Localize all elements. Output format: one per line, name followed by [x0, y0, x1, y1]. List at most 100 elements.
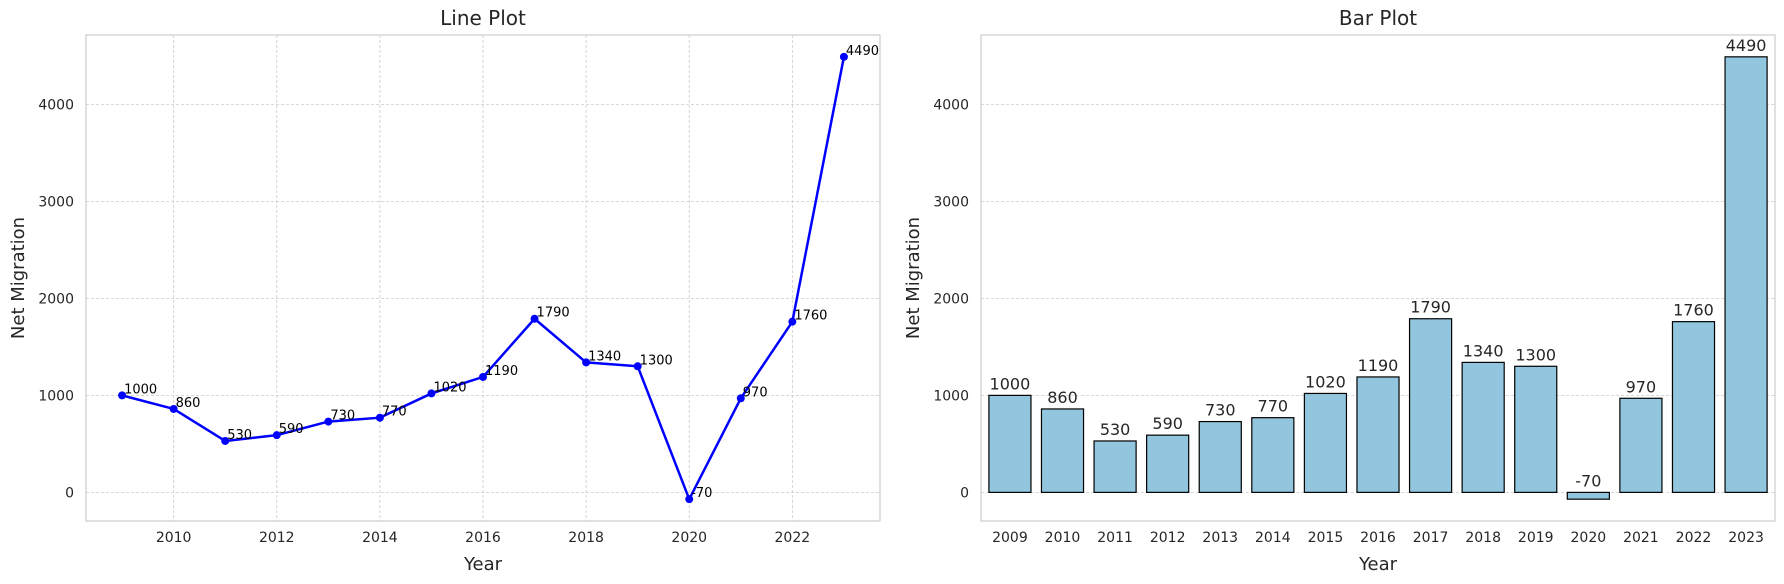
- bar-plot-x-axis-label: Year: [1358, 554, 1398, 575]
- bar-plot-frame: [980, 34, 1776, 522]
- bar-plot-x-tick-label: 2018: [1465, 530, 1501, 546]
- line-plot-point-label: 590: [279, 422, 304, 437]
- bar-plot-y-tick-label: 2000: [933, 291, 969, 307]
- line-plot-point: [582, 358, 591, 367]
- line-plot-title: Line Plot: [440, 6, 526, 30]
- bar-plot-y-tick-label: 4000: [933, 97, 969, 113]
- line-plot-x-tick-label: 2014: [362, 530, 398, 546]
- bar-plot-x-tick-label: 2012: [1150, 530, 1186, 546]
- bar-plot-panel: Bar Plot Year Net Migration 0 1000 2000 300…: [903, 6, 1776, 575]
- bar-plot-x-tick-label: 2009: [992, 530, 1028, 546]
- line-plot-y-tick-label: 0: [65, 485, 74, 501]
- bar-plot-x-tick-label: 2023: [1728, 530, 1764, 546]
- line-plot-point-label: 1300: [640, 353, 673, 368]
- bar: [1514, 365, 1558, 493]
- bar-value-label: 1300: [1515, 345, 1556, 364]
- bar: [1198, 420, 1242, 493]
- line-plot-y-tick-label: 1000: [38, 388, 74, 404]
- line-plot-point-label: 1790: [537, 306, 570, 321]
- bar-value-label: 4490: [1726, 36, 1767, 55]
- line-plot-point: [118, 391, 127, 400]
- bar: [1566, 491, 1610, 500]
- line-plot-y-tick-label: 3000: [38, 194, 74, 210]
- line-plot-point: [633, 362, 642, 371]
- bar-value-label: 1340: [1463, 341, 1504, 360]
- bar-plot-x-tick-label: 2022: [1676, 530, 1712, 546]
- line-plot-point-label: 770: [382, 405, 407, 420]
- line-plot-point-label: 1190: [485, 364, 518, 379]
- line-plot-point: [736, 394, 745, 403]
- line-plot-point-label: 1340: [588, 349, 621, 364]
- line-plot-point: [788, 317, 797, 326]
- bar-value-label: 770: [1258, 397, 1289, 416]
- line-plot-point-label: 1000: [124, 382, 157, 397]
- line-plot-x-tick-label: 2022: [775, 530, 811, 546]
- bar-plot-x-tick-label: 2011: [1097, 530, 1133, 546]
- line-plot-y-tick-label: 2000: [38, 291, 74, 307]
- line-plot-point-label: 530: [227, 428, 252, 443]
- line-plot-panel: Line Plot Year Net Migration 0 1000 2000 30…: [8, 6, 881, 575]
- line-plot-point: [685, 495, 694, 504]
- bar-value-label: 1020: [1305, 372, 1346, 391]
- line-plot-point-label: 730: [330, 409, 355, 424]
- bar-plot-x-tick-label: 2015: [1308, 530, 1344, 546]
- line-plot-point-label: 4490: [846, 44, 879, 59]
- line-plot-point-label: 860: [176, 396, 201, 411]
- bar-value-label: 1760: [1673, 301, 1714, 320]
- bar: [1303, 392, 1348, 493]
- line-plot-frame: [85, 34, 881, 522]
- bar-plot-x-tick-label: 2019: [1518, 530, 1554, 546]
- bar: [1251, 417, 1295, 493]
- bar: [1461, 361, 1505, 493]
- bar-value-label: 1790: [1410, 298, 1451, 317]
- bar-value-label: 970: [1626, 377, 1657, 396]
- bar-value-label: 1190: [1358, 356, 1399, 375]
- line-plot-x-tick-label: 2018: [568, 530, 604, 546]
- bar-plot-x-tick-label: 2021: [1623, 530, 1659, 546]
- line-plot-point: [427, 389, 436, 398]
- bar: [1093, 440, 1137, 493]
- bar-value-label: -70: [1575, 471, 1601, 490]
- bar-plot-x-tick-label: 2013: [1202, 530, 1238, 546]
- bar: [1356, 376, 1400, 493]
- bar: [1671, 321, 1716, 493]
- bar-plot-y-tick-label: 1000: [933, 388, 969, 404]
- line-plot-x-axis-label: Year: [463, 554, 503, 575]
- line-plot-y-axis-label: Net Migration: [8, 217, 29, 339]
- bar-value-label: 730: [1205, 401, 1236, 420]
- line-plot-x-tick-label: 2010: [156, 530, 192, 546]
- line-plot-point: [530, 314, 539, 323]
- bar-plot-x-tick-label: 2020: [1571, 530, 1607, 546]
- bar: [1619, 397, 1663, 493]
- bar-value-label: 590: [1152, 414, 1183, 433]
- line-plot-point: [221, 436, 230, 445]
- line-plot-y-tick-label: 4000: [38, 97, 74, 113]
- bar: [1040, 408, 1085, 493]
- bar: [1724, 56, 1768, 493]
- bar-plot-x-tick-label: 2016: [1360, 530, 1396, 546]
- bar-plot-y-axis-label: Net Migration: [903, 217, 924, 339]
- bar-plot-y-tick-label: 3000: [933, 194, 969, 210]
- line-plot-x-tick-label: 2016: [465, 530, 501, 546]
- bar-plot-y-tick-label: 0: [960, 485, 969, 501]
- bar: [988, 394, 1032, 493]
- bar: [1146, 434, 1190, 493]
- line-plot-point: [324, 417, 333, 426]
- bar-plot-title: Bar Plot: [1339, 6, 1417, 30]
- line-plot-point-label: -70: [691, 486, 712, 501]
- line-plot-point: [272, 431, 281, 440]
- bar-plot-x-tick-label: 2014: [1255, 530, 1291, 546]
- line-plot-point-label: 1760: [794, 309, 827, 324]
- line-plot-point: [479, 372, 487, 381]
- line-plot-x-tick-label: 2012: [259, 530, 295, 546]
- line-plot-point: [375, 413, 384, 422]
- bar-plot-x-tick-label: 2010: [1045, 530, 1081, 546]
- line-plot-point: [169, 404, 178, 413]
- bar-value-label: 860: [1047, 388, 1078, 407]
- line-plot-point-label: 970: [743, 385, 768, 400]
- line-plot-point: [839, 52, 848, 61]
- line-plot-x-tick-label: 2020: [671, 530, 707, 546]
- bar-value-label: 1000: [990, 374, 1031, 393]
- bar: [1408, 318, 1453, 493]
